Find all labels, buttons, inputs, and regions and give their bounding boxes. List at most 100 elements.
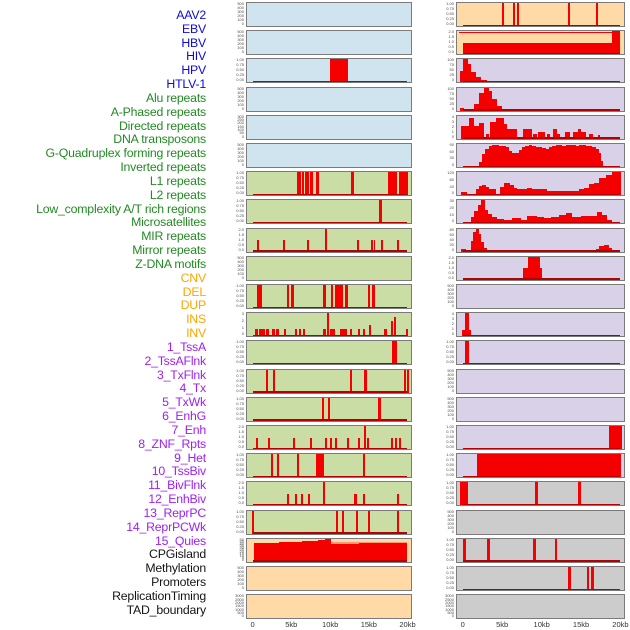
y-tick-label: 50 xyxy=(239,536,244,542)
signal-bar xyxy=(586,567,590,590)
signal-bar xyxy=(351,172,354,196)
signal-bar xyxy=(556,134,560,139)
y-axis-ticks-15-quies: 1.00 0.75 0.50 0.25 0.00 xyxy=(434,453,454,478)
track-plot-9-het xyxy=(456,284,625,309)
y-tick-label: 0.0 xyxy=(448,274,454,280)
y-axis-ticks-hpv: 300 250 200 150 100 50 0 xyxy=(224,114,244,140)
signal-bar xyxy=(325,228,327,252)
signal-bar xyxy=(507,128,518,139)
track-plot-directed-repeats xyxy=(246,227,412,253)
y-tick-label: 0 xyxy=(451,303,454,308)
y-tick-label: 0.5 xyxy=(238,241,244,247)
y-tick-label: 0.00 xyxy=(446,472,454,478)
y-tick-label: 0.00 xyxy=(236,528,244,534)
track-plot-microsatellites xyxy=(246,425,412,450)
signal-bar xyxy=(294,328,298,337)
y-tick-label: 0.5 xyxy=(238,439,244,444)
track-plot-ins xyxy=(456,2,625,27)
signal-bar xyxy=(263,328,266,337)
y-tick-label: 1.00 xyxy=(236,198,244,204)
y-tick-label: 500 xyxy=(237,609,244,615)
signal-baseline xyxy=(462,503,620,506)
signal-baseline xyxy=(252,250,407,252)
y-tick-label: 1.00 xyxy=(236,367,244,373)
y-axis-ticks-g-quadruplex-forming-repeats: 1.00 0.75 0.50 0.25 0.00 xyxy=(224,284,244,309)
y-tick-label: 0 xyxy=(241,162,244,167)
y-tick-label: 1 xyxy=(451,128,454,134)
y-tick-label: 200 xyxy=(237,97,244,103)
signal-bar xyxy=(270,454,274,478)
signal-baseline xyxy=(462,193,620,196)
signal-baseline xyxy=(462,221,620,224)
signal-bar xyxy=(266,328,270,337)
feature-label-8-znf-rpts: 8_ZNF_Rpts xyxy=(138,436,206,451)
signal-bar xyxy=(598,153,602,167)
signal-bar xyxy=(326,313,330,337)
y-tick-label: 500 xyxy=(237,254,244,260)
track-plot-8-znf-rpts xyxy=(456,255,625,281)
y-axis-ticks-hbv: 1.00 0.75 0.50 0.25 0.00 xyxy=(224,58,244,83)
signal-bar xyxy=(462,42,615,55)
signal-baseline xyxy=(252,362,407,365)
y-axis-ticks-a-phased-repeats: 1.00 0.75 0.50 0.25 0.00 xyxy=(224,199,244,224)
y-tick-label: 500 xyxy=(447,283,454,288)
signal-bar xyxy=(510,184,514,196)
signal-bar xyxy=(602,215,608,224)
signal-bar xyxy=(597,135,600,139)
signal-bar xyxy=(354,493,357,506)
signal-bar xyxy=(323,328,326,337)
signal-bar xyxy=(525,145,529,167)
feature-label-4-tx: 4_Tx xyxy=(179,381,206,396)
signal-bar xyxy=(545,148,549,167)
signal-baseline xyxy=(252,306,407,308)
y-tick-label: 90 xyxy=(449,142,454,147)
signal-bar xyxy=(378,397,381,421)
signal-bar xyxy=(608,426,623,449)
y-axis-ticks-12-enhbiv: 500 400 300 200 100 0 xyxy=(434,368,454,394)
y-tick-label: 0.00 xyxy=(236,303,244,308)
y-tick-label: 200 xyxy=(447,379,454,385)
signal-bar xyxy=(380,240,383,252)
y-tick-label: 0 xyxy=(241,274,244,280)
signal-bar xyxy=(546,134,550,139)
feature-label-ins: INS xyxy=(186,312,206,327)
y-tick-label: 0 xyxy=(451,528,454,534)
y-tick-label: 200 xyxy=(237,266,244,272)
signal-bar xyxy=(272,369,276,393)
y-tick-label: 100 xyxy=(447,383,454,389)
track-plot-ebv xyxy=(246,30,412,56)
signal-baseline xyxy=(462,52,620,55)
feature-label-low-complexity-a-t-rich-regions: Low_complexity A/T rich regions xyxy=(36,201,206,216)
signal-bar xyxy=(479,123,485,139)
y-axis-ticks-htlv-1: 500 400 300 200 100 0 xyxy=(224,143,244,168)
track-plot-1-tssa xyxy=(456,58,625,84)
signal-bar xyxy=(474,126,480,139)
track-plot-cpgisland xyxy=(456,481,625,507)
y-axis-ticks-dna-transposons: 500 400 300 200 100 0 xyxy=(224,254,244,281)
signal-bar xyxy=(322,482,326,506)
signal-bar xyxy=(328,397,331,421)
signal-bar xyxy=(470,241,474,252)
track-plot-dna-transposons xyxy=(246,255,412,281)
signal-bar xyxy=(503,183,508,196)
y-tick-label: 0.00 xyxy=(446,359,454,365)
y-tick-label: 2 xyxy=(451,123,454,129)
y-tick-label: 0.50 xyxy=(446,490,454,496)
signal-bar xyxy=(483,248,487,252)
y-tick-label: 1.00 xyxy=(236,508,244,514)
y-tick-label: 0.75 xyxy=(446,541,454,547)
feature-label-z-dna-motifs: Z-DNA motifs xyxy=(135,256,206,271)
y-tick-label: 400 xyxy=(447,512,454,518)
y-tick-label: 1.00 xyxy=(446,536,454,542)
y-tick-label: 75 xyxy=(449,62,454,68)
y-tick-label: 1.00 xyxy=(236,452,244,458)
feature-label-inv: INV xyxy=(186,326,206,341)
y-tick-label: 0 xyxy=(451,415,454,421)
feature-label-7-enh: 7_Enh xyxy=(171,422,206,437)
y-tick-label: 400 xyxy=(447,371,454,377)
y-tick-label: 0.00 xyxy=(236,359,244,365)
y-tick-label: 30 xyxy=(449,155,454,161)
y-tick-label: 3 xyxy=(451,118,454,124)
signal-bar xyxy=(387,172,394,196)
feature-label-directed-repeats: Directed repeats xyxy=(118,118,206,133)
